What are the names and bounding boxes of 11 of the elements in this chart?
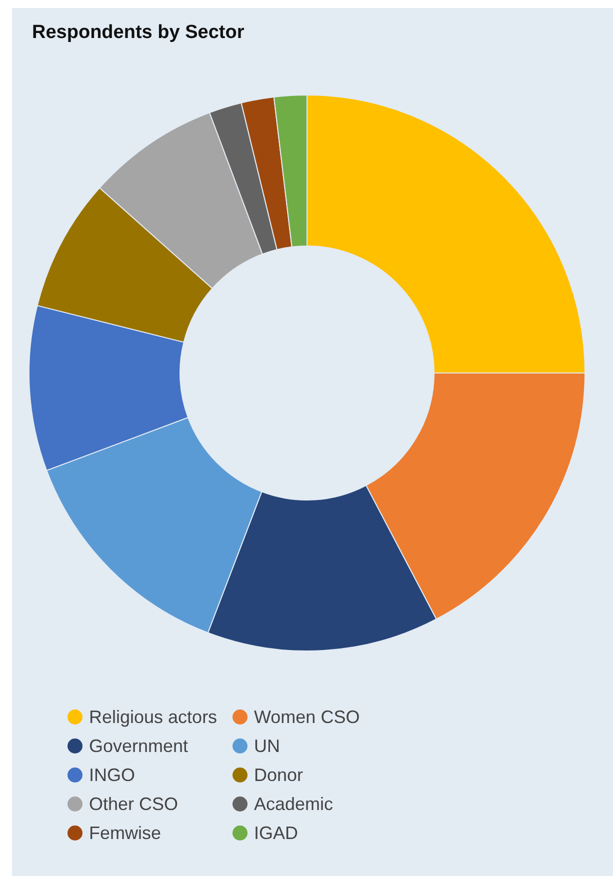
legend-label: Academic <box>254 794 334 814</box>
legend-label: Government <box>89 736 188 756</box>
legend-label: INGO <box>89 765 136 785</box>
legend-label: Women CSO <box>254 707 360 727</box>
legend-label: Donor <box>254 765 304 785</box>
legend-label: IGAD <box>254 823 298 843</box>
chart-title: Respondents by Sector <box>32 22 245 43</box>
legend-label: Other CSO <box>89 794 178 814</box>
legend-label: Religious actors <box>89 707 218 727</box>
legend-label: Femwise <box>89 823 162 843</box>
legend-label: UN <box>254 736 280 756</box>
